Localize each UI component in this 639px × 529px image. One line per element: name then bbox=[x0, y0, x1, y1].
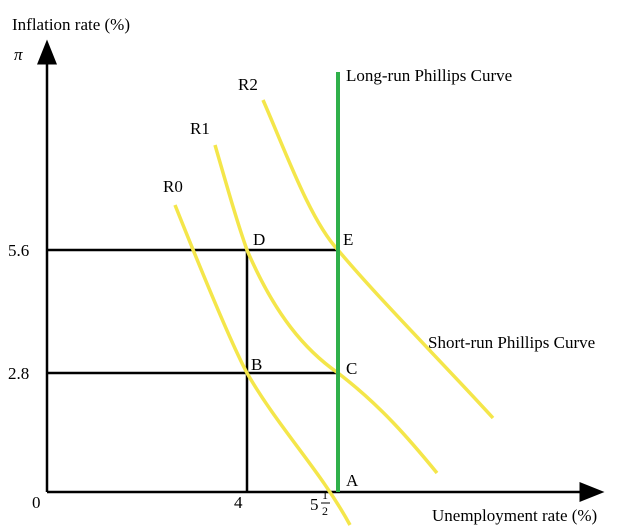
y-tick-label: 5.6 bbox=[8, 241, 29, 260]
point-label: D bbox=[253, 230, 265, 249]
curve-label: R0 bbox=[163, 177, 183, 196]
x-tick-label: 4 bbox=[234, 493, 243, 512]
y-axis-symbol: π bbox=[14, 45, 23, 64]
curve-r2 bbox=[261, 99, 495, 420]
point-label: A bbox=[346, 471, 359, 490]
curve-r0 bbox=[173, 204, 352, 526]
point-label: E bbox=[343, 230, 353, 249]
x-tick-den: 2 bbox=[322, 504, 328, 518]
curve-label: R1 bbox=[190, 119, 210, 138]
curve-label: R2 bbox=[238, 75, 258, 94]
y-tick-label: 2.8 bbox=[8, 364, 29, 383]
x-tick-whole: 5 bbox=[310, 495, 319, 514]
short-run-label: Short-run Phillips Curve bbox=[428, 333, 595, 352]
y-axis-title: Inflation rate (%) bbox=[12, 15, 130, 34]
x-tick-num: 1 bbox=[322, 488, 328, 502]
point-label: C bbox=[346, 359, 357, 378]
x-axis-title: Unemployment rate (%) bbox=[432, 506, 597, 525]
curve-r1 bbox=[213, 144, 439, 475]
long-run-label: Long-run Phillips Curve bbox=[346, 66, 512, 85]
origin-label: 0 bbox=[32, 493, 41, 512]
point-label: B bbox=[251, 355, 262, 374]
